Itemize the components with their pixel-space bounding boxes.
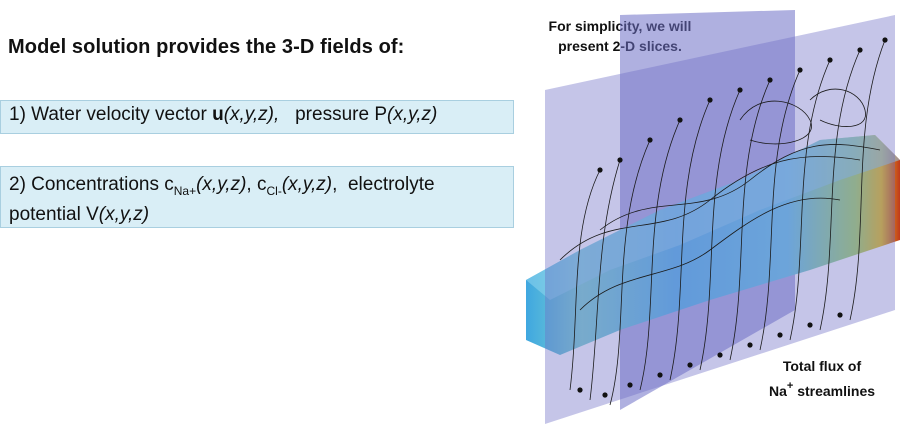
caption-bottom-line2-rest: streamlines <box>793 383 876 399</box>
na-charge-superscript: + <box>786 380 794 392</box>
item-velocity-box: 1) Water velocity vector u(x,y,z), press… <box>0 100 514 134</box>
streamlines <box>559 39 886 406</box>
item2-args1: (x,y,z) <box>196 174 247 195</box>
item2-line2-prefix: potential V <box>9 204 99 225</box>
streamline-visualization <box>526 10 900 424</box>
na-label: Na <box>768 383 787 399</box>
item2-args3: (x,y,z) <box>98 204 150 225</box>
item2-sep: , c <box>246 174 267 195</box>
caption-bottom-line2: Na+ streamlines <box>752 376 892 401</box>
front-slice-plane <box>545 15 895 424</box>
item1-prefix: 1) Water velocity vector <box>9 104 213 125</box>
item-concentration-box: 2) Concentrations cNa+(x,y,z), cCl-(x,y,… <box>0 166 514 228</box>
na-subscript: Na+ <box>173 184 197 198</box>
cl-subscript: Cl- <box>266 184 282 198</box>
item2-args2: (x,y,z) <box>281 174 333 195</box>
item2-mid: , electrolyte <box>332 174 435 195</box>
streamline-arrows <box>577 37 888 398</box>
velocity-symbol: u <box>212 104 224 125</box>
item1-mid: pressure P <box>279 104 387 125</box>
item1-args2: (x,y,z) <box>387 104 438 125</box>
caption-bottom-line1: Total flux of <box>782 358 862 374</box>
item1-args: (x,y,z), <box>223 104 280 125</box>
slide-heading: Model solution provides the 3-D fields o… <box>8 36 405 58</box>
item2-prefix: 2) Concentrations c <box>9 174 174 195</box>
caption-bottom: Total flux of Na+ streamlines <box>752 356 892 401</box>
